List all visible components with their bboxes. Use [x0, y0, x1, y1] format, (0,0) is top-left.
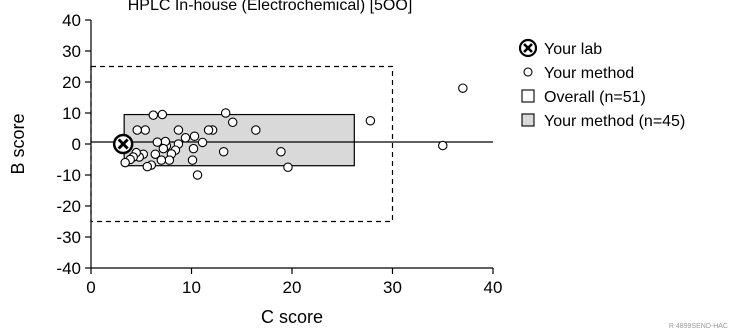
data-point — [156, 155, 167, 165]
data-point — [365, 116, 376, 126]
data-point — [157, 109, 168, 120]
y-tick-label: 30 — [62, 42, 81, 61]
data-point — [120, 157, 130, 168]
y-axis-title: B score — [8, 113, 28, 174]
legend-item: Your lab — [518, 38, 602, 58]
data-point — [437, 140, 448, 151]
y-tick-label: 10 — [62, 104, 81, 123]
legend-label: Overall (n=51) — [544, 89, 646, 106]
data-point — [132, 125, 142, 135]
data-point — [148, 110, 159, 120]
legend-label: Your method (n=45) — [544, 113, 685, 130]
legend-your-lab-icon — [518, 38, 538, 58]
data-point — [180, 133, 191, 143]
legend: Your lab Your method Overall (n=51) Your me… — [518, 38, 685, 130]
data-point — [220, 108, 231, 118]
chart-title: HPLC In-house (Electrochemical) [5OO] — [128, 0, 413, 14]
data-point — [189, 131, 200, 142]
legend-overall-box-icon — [521, 89, 535, 103]
x-tick-label: 0 — [86, 278, 95, 297]
data-point — [164, 155, 175, 165]
data-point — [173, 125, 184, 135]
data-point — [276, 147, 286, 157]
legend-method-box-icon — [521, 113, 535, 127]
legend-label: Your method — [544, 65, 634, 82]
watermark: R 4899SEND-HAC — [669, 323, 728, 330]
data-point — [152, 137, 163, 147]
data-point — [251, 125, 261, 135]
y-tick-label: -20 — [56, 197, 81, 216]
data-point — [150, 149, 161, 159]
y-tick-label: 40 — [62, 11, 81, 30]
y-tick-label: -10 — [56, 166, 81, 185]
data-point — [218, 147, 229, 157]
data-point — [188, 143, 199, 154]
x-tick-label: 40 — [484, 278, 503, 297]
data-point — [192, 170, 203, 180]
y-tick-label: -40 — [56, 259, 81, 278]
x-tick-label: 20 — [283, 278, 302, 297]
data-point — [283, 162, 293, 173]
overall-box — [90, 65, 394, 223]
plot-area: 0 10 20 30 40 -40 -30 -20 -10 0 10 20 30 40 — [56, 11, 502, 297]
y-tick-label: 0 — [72, 135, 81, 154]
data-point — [458, 83, 468, 93]
y-tick-label: 20 — [62, 73, 81, 92]
x-axis-title: C score — [261, 307, 323, 327]
data-point — [203, 125, 214, 135]
legend-label: Your lab — [544, 41, 602, 58]
legend-item: Overall (n=51) — [521, 89, 646, 106]
your-lab-marker — [112, 133, 134, 155]
data-point — [142, 161, 153, 172]
legend-item: Your method — [523, 65, 634, 82]
y-tick-label: -30 — [56, 228, 81, 247]
x-tick-label: 10 — [182, 278, 201, 297]
data-point — [140, 125, 151, 135]
data-point — [187, 155, 198, 165]
x-tick-label: 30 — [383, 278, 402, 297]
legend-circle-icon — [523, 67, 533, 77]
data-point — [158, 143, 169, 154]
data-point — [197, 137, 208, 148]
data-point — [227, 117, 238, 128]
legend-item: Your method (n=45) — [521, 113, 685, 130]
